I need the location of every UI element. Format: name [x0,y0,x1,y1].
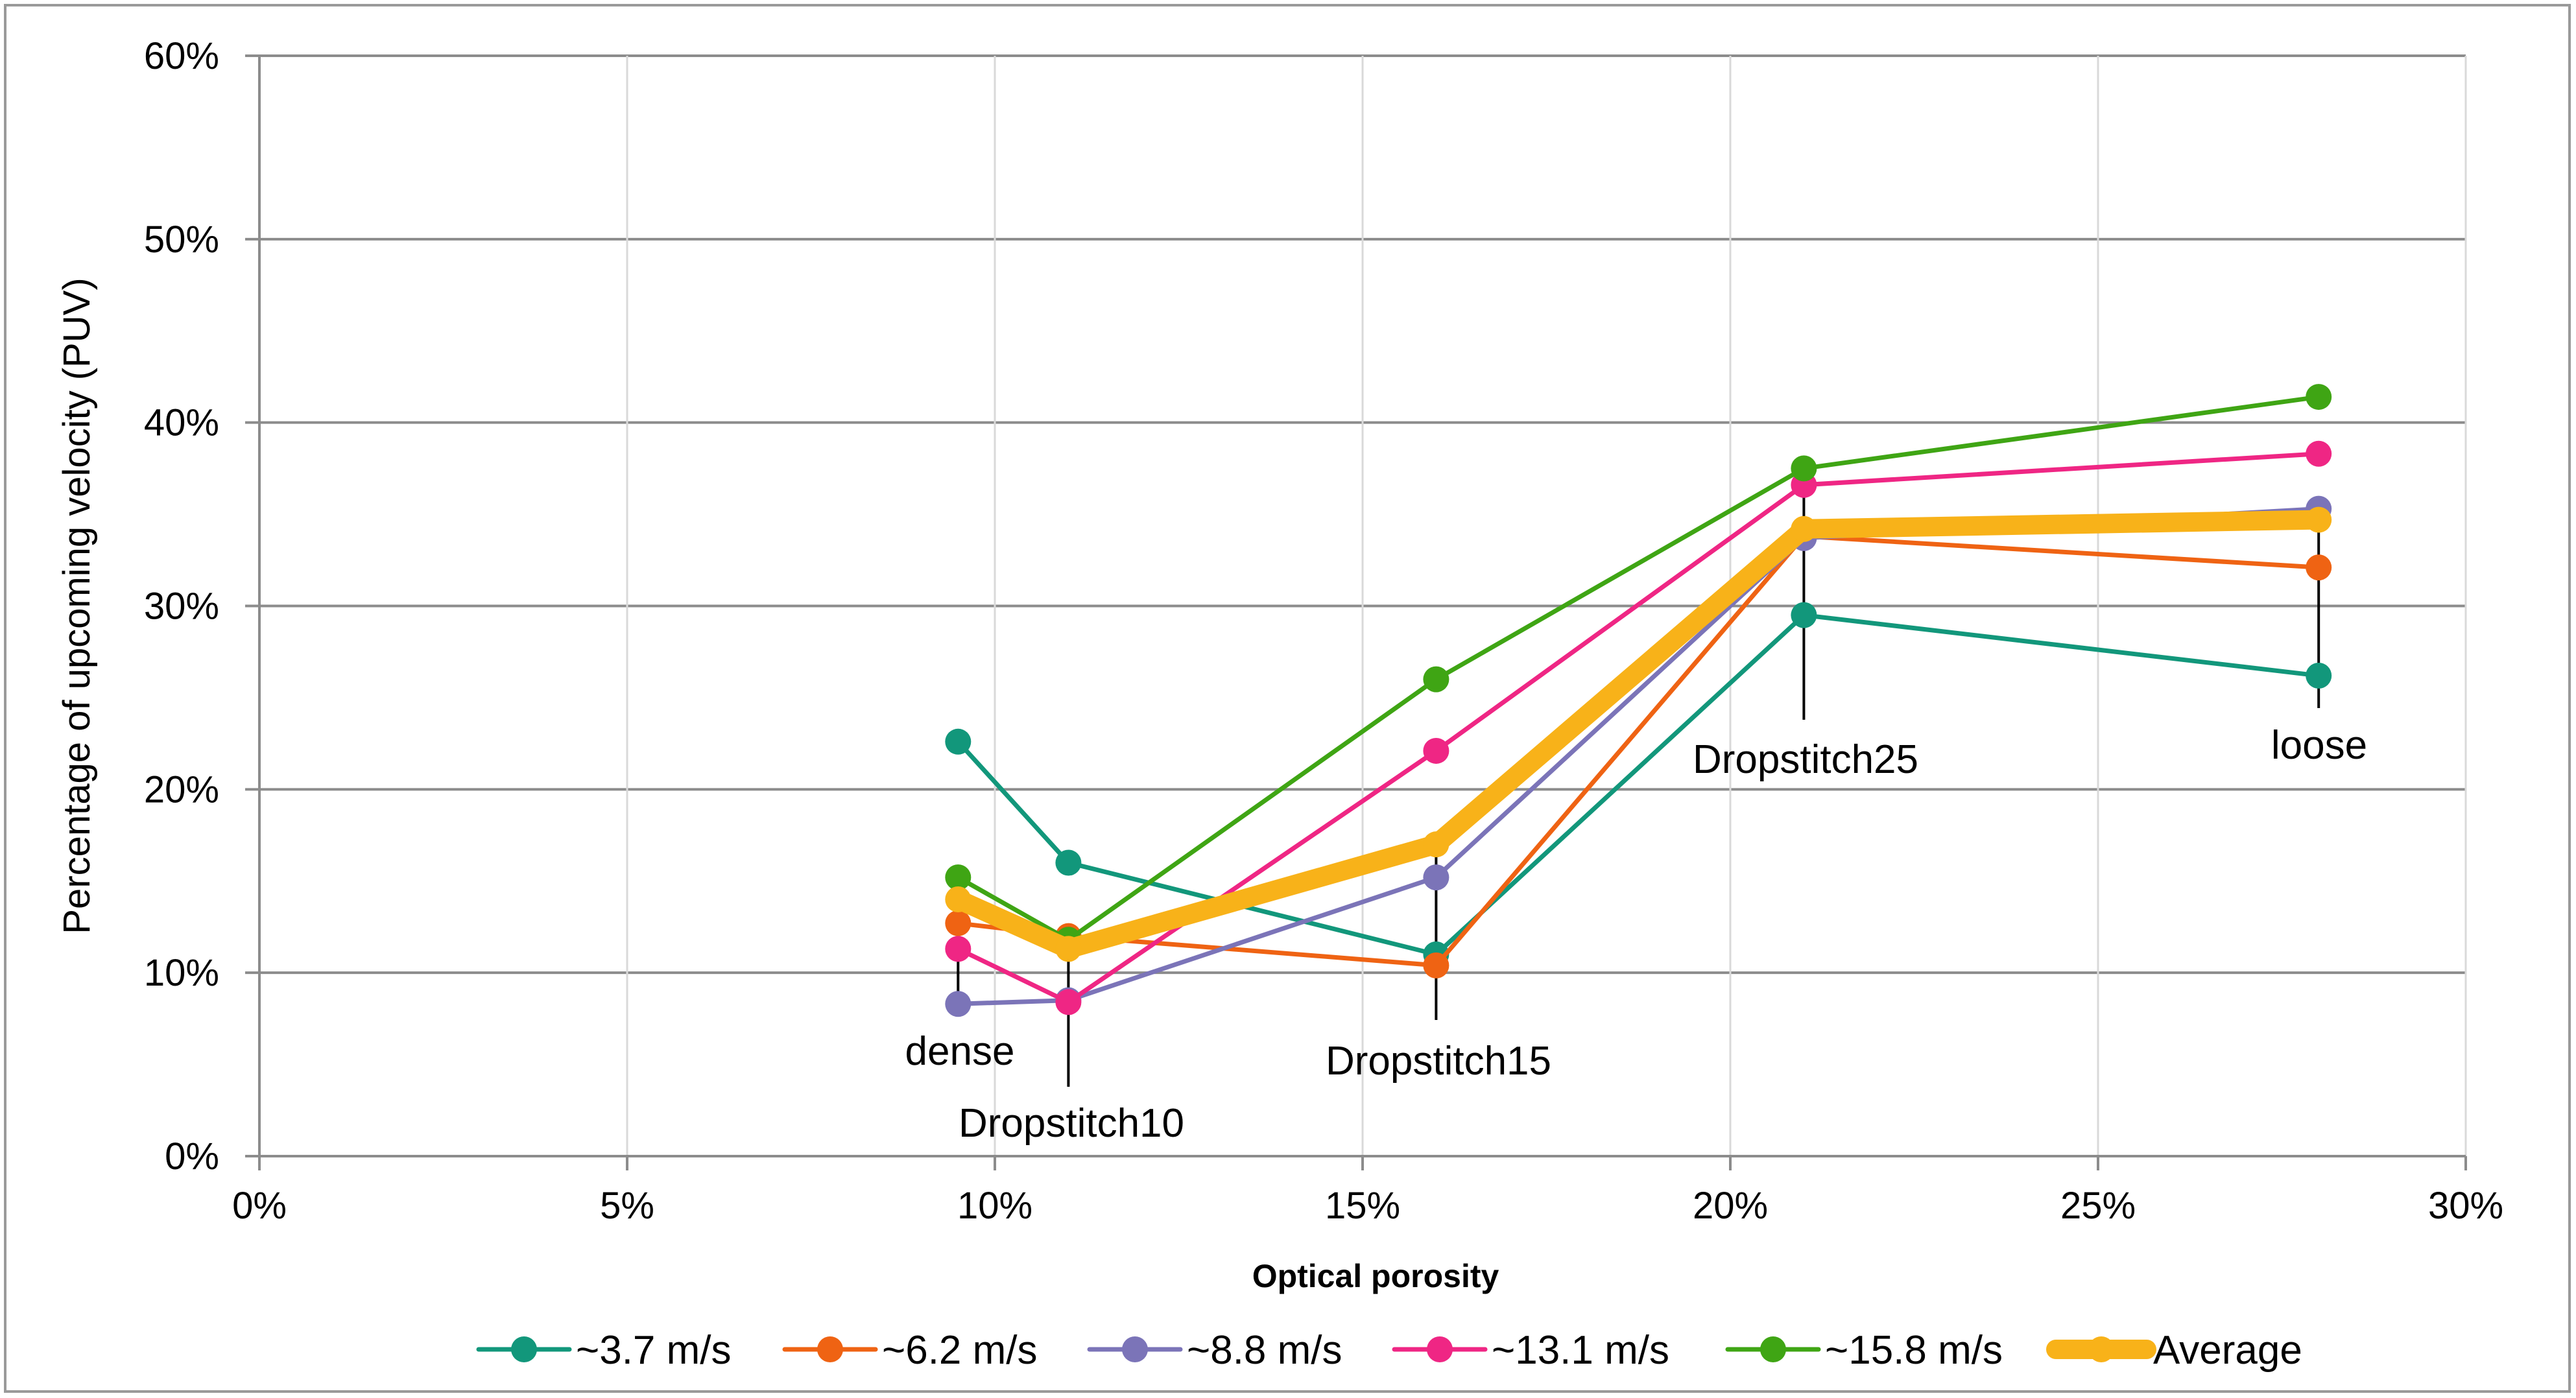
legend: ~3.7 m/s ~6.2 m/s ~8.8 m/s ~13.1 m/s ~15.8 m… [476,1328,2302,1373]
data-point [2306,506,2332,533]
legend-label: ~6.2 m/s [882,1328,1038,1373]
series-layer [945,384,2332,1017]
chart-frame [4,4,2571,1393]
data-point [2306,440,2332,467]
data-point [1055,989,1082,1015]
legend-swatch-marker[interactable] [817,1336,843,1362]
x-tick-label: 0% [232,1185,287,1227]
x-tick-label: 15% [1325,1185,1400,1227]
y-tick-label: 10% [144,952,219,994]
data-point [2306,662,2332,689]
x-tick-label: 20% [1693,1185,1768,1227]
data-point [1791,455,1817,482]
data-point [945,728,972,755]
legend-swatch-marker[interactable] [1427,1336,1453,1362]
data-point [1055,849,1082,876]
y-axis-title: Percentage of upcoming velocity (PUV) [56,278,98,934]
data-point [1423,864,1449,891]
legend-swatch-marker[interactable] [1122,1336,1148,1362]
axis-layer: 0% 10% 20% 30% 40% 50% 60% 0% 5% 10% 15% 20% 25% 30% O… [56,35,2503,1294]
legend-swatch-marker[interactable] [1760,1336,1786,1362]
annotation-label: Dropstitch25 [1693,737,1918,782]
label-layer: dense Dropstitch10 Dropstitch15 Dropstitch2… [905,723,2368,1146]
annotation-label: dense [905,1029,1015,1074]
x-tick-label: 25% [2060,1185,2136,1227]
y-tick-label: 40% [144,402,219,444]
y-tick-label: 50% [144,219,219,261]
data-point [1423,831,1449,858]
data-point [1055,936,1082,962]
data-point [945,936,972,962]
grid-layer [259,54,2467,1156]
data-point [945,864,972,891]
data-point [1423,666,1449,693]
legend-label: ~3.7 m/s [576,1328,732,1373]
data-point [1791,602,1817,628]
data-point [2306,554,2332,581]
series-line [955,534,2321,968]
x-tick-label: 30% [2428,1185,2503,1227]
x-tick-label: 5% [600,1185,654,1227]
legend-label: ~15.8 m/s [1825,1328,2003,1373]
legend-swatch-marker[interactable] [2088,1336,2114,1362]
y-tick-label: 0% [165,1135,219,1178]
y-tick-label: 60% [144,35,219,77]
legend-label: Average [2153,1328,2302,1373]
annotation-label: Dropstitch15 [1326,1039,1551,1084]
annotation-label: Dropstitch10 [959,1101,1184,1146]
legend-label: ~13.1 m/s [1492,1328,1669,1373]
legend-label: ~8.8 m/s [1187,1328,1342,1373]
data-point [1791,515,1817,542]
legend-swatch-marker[interactable] [511,1336,537,1362]
data-point [945,886,972,913]
annotation-layer [957,482,2320,1087]
annotation-label: loose [2271,723,2367,768]
data-point [945,910,972,936]
data-point [1423,952,1449,978]
y-tick-label: 20% [144,768,219,811]
x-tick-label: 10% [957,1185,1032,1227]
data-point [945,991,972,1017]
x-axis-title: Optical porosity [1252,1258,1499,1294]
y-tick-label: 30% [144,586,219,628]
data-point [1423,737,1449,764]
data-point [2306,384,2332,410]
